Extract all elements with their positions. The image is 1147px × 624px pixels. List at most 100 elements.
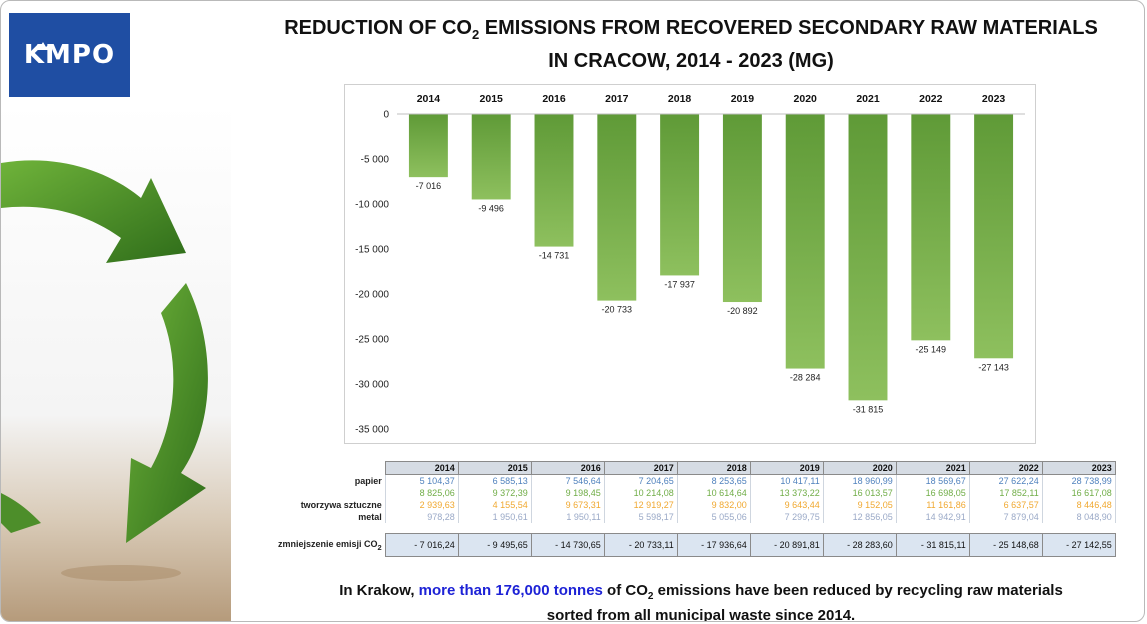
table-spacer	[275, 523, 1115, 534]
table-cell: 13 373,22	[749, 487, 824, 499]
table-cell: 18 960,99	[822, 474, 897, 487]
table-cell: 14 942,91	[895, 511, 970, 523]
total-cell: - 7 016,24	[384, 533, 459, 557]
table-cell: 5 055,06	[676, 511, 751, 523]
table-total-row: zmniejszenie emisji CO2- 7 016,24- 9 495…	[275, 533, 1116, 557]
table-cell: 17 852,11	[968, 487, 1043, 499]
table-cell: 5 104,37	[384, 474, 459, 487]
row-label: metal	[358, 512, 382, 522]
total-cell: - 27 142,55	[1041, 533, 1116, 557]
data-label: -31 815	[853, 404, 884, 414]
table-cell: 18 569,67	[895, 474, 970, 487]
table-cell: 8 253,65	[676, 474, 751, 487]
category-label: 2014	[417, 93, 441, 105]
table-cell: 7 204,65	[603, 474, 678, 487]
recycling-arrows-image	[1, 103, 231, 621]
footer-note: In Krakow, more than 176,000 tonnes of C…	[256, 581, 1144, 622]
y-tick-label: -35 000	[355, 425, 389, 436]
total-cell: - 25 148,68	[968, 533, 1043, 557]
table-cell: 8 825,06	[384, 487, 459, 499]
data-label: -25 149	[916, 344, 947, 354]
page-title: REDUCTION OF CO2 EMISSIONS FROM RECOVERE…	[251, 15, 1131, 74]
bar-2023	[974, 114, 1014, 359]
bar-2015	[471, 114, 511, 200]
table-cell: 10 614,64	[676, 487, 751, 499]
table-cell: 9 832,00	[676, 499, 751, 511]
y-tick-label: 0	[383, 110, 389, 121]
total-cell: - 31 815,11	[895, 533, 970, 557]
total-cell: - 20 733,11	[603, 533, 678, 557]
table-cell: 10 214,08	[603, 487, 678, 499]
total-cell: - 14 730,65	[530, 533, 605, 557]
category-label: 2017	[605, 93, 629, 105]
bar-2021	[848, 114, 888, 401]
data-label: -20 733	[602, 305, 633, 315]
category-label: 2015	[480, 93, 504, 105]
row-label: papier	[354, 475, 382, 486]
y-tick-label: -15 000	[355, 245, 389, 256]
table-year-header: 2019	[749, 461, 824, 475]
data-label: -7 016	[416, 181, 442, 191]
crown-icon	[37, 42, 49, 50]
table-cell: 9 673,31	[530, 499, 605, 511]
table-cell: 7 546,64	[530, 474, 605, 487]
table-cell: 7 879,04	[968, 511, 1043, 523]
table-cell: 12 856,05	[822, 511, 897, 523]
table-cell: 9 372,39	[457, 487, 532, 499]
table-cell: 1 950,11	[530, 511, 605, 523]
chart-canvas: 0 -5 000 -10 000 -15 000 -20 000 -25 000 -30 0…	[355, 93, 1025, 436]
table-cell: 28 738,99	[1041, 474, 1116, 487]
table-year-header: 2023	[1041, 461, 1116, 475]
footer-line-1: In Krakow, more than 176,000 tonnes of C…	[339, 582, 1063, 602]
footer-line-2: sorted from all municipal waste since 20…	[546, 607, 856, 622]
table-row: papier 5 104,37 6 585,13 7 546,64 7 204,65 8 …	[275, 474, 1116, 487]
table-year-header: 2016	[530, 461, 605, 475]
y-tick-label: -25 000	[355, 335, 389, 346]
table-cell: 1 950,61	[457, 511, 532, 523]
table-cell: 978,28	[384, 511, 459, 523]
table-cell: 8 048,90	[1041, 511, 1116, 523]
total-cell: - 28 283,60	[822, 533, 897, 557]
table-cell: 7 299,75	[749, 511, 824, 523]
category-label: 2018	[668, 93, 692, 105]
data-label: -27 143	[978, 362, 1009, 372]
data-label: -9 496	[478, 203, 504, 213]
table-year-header: 2020	[822, 461, 897, 475]
table-cell: 9 643,44	[749, 499, 824, 511]
table-year-header: 2018	[676, 461, 751, 475]
total-cell: - 20 891,81	[749, 533, 824, 557]
bar-2019	[722, 114, 762, 303]
footer-highlight: more than 176,000 tonnes	[418, 582, 603, 599]
bar-2022	[911, 114, 951, 341]
category-label: 2023	[982, 93, 1006, 105]
table-year-header: 2021	[895, 461, 970, 475]
bar-2020	[785, 114, 825, 369]
category-label: 2022	[919, 93, 943, 105]
grass-arrow-illustration	[1, 160, 208, 581]
title-line-2: IN CRACOW, 2014 - 2023 (MG)	[548, 50, 834, 72]
table-row: 8 825,06 9 372,39 9 198,45 10 214,08 10 614,…	[275, 487, 1116, 499]
table-year-header: 2022	[968, 461, 1043, 475]
table-cell: 2 939,63	[384, 499, 459, 511]
table-cell: 4 155,54	[457, 499, 532, 511]
table-row: metal 978,28 1 950,61 1 950,11 5 598,17 5 055…	[275, 511, 1116, 523]
category-label: 2016	[542, 93, 566, 105]
bar-2016	[534, 114, 574, 247]
table-cell: 16 698,05	[895, 487, 970, 499]
table-cell: 8 446,48	[1041, 499, 1116, 511]
data-label: -14 731	[539, 251, 570, 261]
y-tick-label: -5 000	[361, 155, 390, 166]
y-tick-label: -10 000	[355, 200, 389, 211]
row-label	[275, 487, 385, 499]
bar-2014	[408, 114, 448, 178]
logo-text: KMPO	[23, 40, 116, 70]
kmpo-logo: KMPO	[9, 13, 130, 97]
bar-2018	[660, 114, 700, 276]
category-label: 2020	[794, 93, 818, 105]
table-row: tworzywa sztuczne 2 939,63 4 155,54 9 673,3…	[275, 499, 1116, 511]
bar-2017	[597, 114, 637, 301]
table-cell: 11 161,86	[895, 499, 970, 511]
data-label: -17 937	[664, 279, 695, 289]
table-year-header: 2015	[457, 461, 532, 475]
